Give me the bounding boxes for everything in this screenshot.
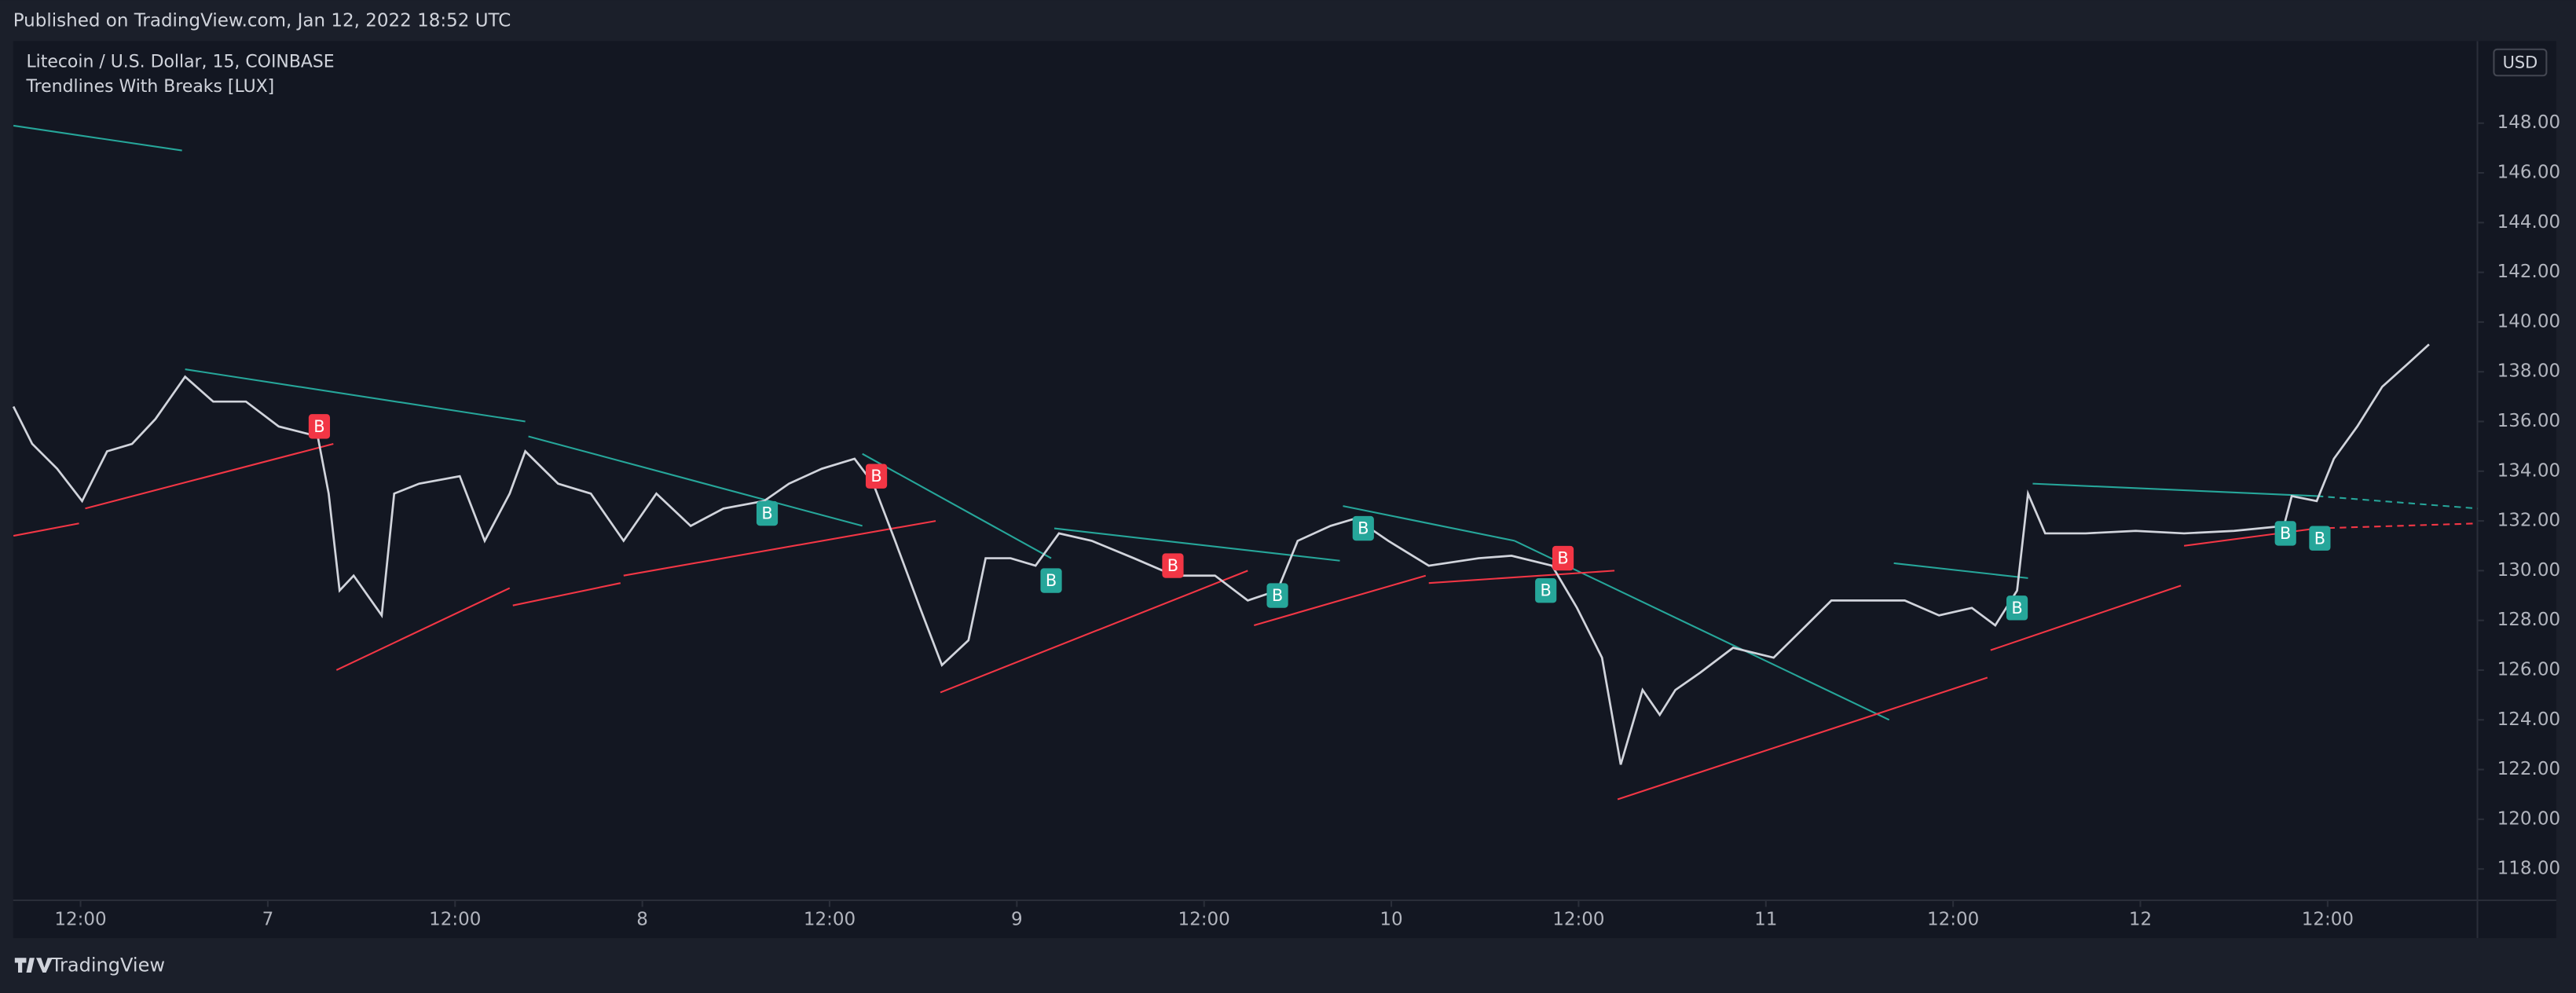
trendline <box>1990 584 2182 651</box>
x-tick-label: 12:00 <box>804 910 856 930</box>
y-tick-label: 146.00 <box>2497 163 2560 183</box>
break-label-box <box>865 464 888 489</box>
break-label: B <box>1541 581 1552 600</box>
break-label-box <box>1552 545 1574 571</box>
y-tick-label: 144.00 <box>2497 212 2560 233</box>
y-tick-label: 124.00 <box>2497 709 2560 730</box>
y-tick-label: 148.00 <box>2497 112 2560 133</box>
trendline <box>940 570 1248 694</box>
x-tick-label: 9 <box>1011 910 1023 930</box>
break-label: B <box>870 467 881 486</box>
break-label-box <box>1040 568 1062 593</box>
break-label-box <box>2309 526 2331 551</box>
trendline <box>528 435 863 527</box>
indicator-title: Trendlines With Breaks [LUX] <box>25 77 274 97</box>
trendline <box>1617 676 1988 801</box>
trendline <box>2316 522 2478 529</box>
break-label-box <box>1266 583 1288 608</box>
trendline <box>1428 570 1615 584</box>
break-label: B <box>313 417 324 436</box>
break-label-box <box>1162 553 1184 578</box>
x-tick-label: 12:00 <box>429 910 481 930</box>
trendline <box>1253 574 1427 627</box>
y-tick-label: 132.00 <box>2497 511 2560 531</box>
break-label-box <box>756 500 779 526</box>
break-label-box <box>308 414 331 439</box>
break-label: B <box>2314 529 2325 548</box>
chart-pane <box>13 41 2556 939</box>
published-header: Published on TradingView.com, Jan 12, 20… <box>13 11 511 31</box>
y-tick-label: 128.00 <box>2497 610 2560 630</box>
trendline <box>13 522 79 537</box>
x-tick-label: 12 <box>2129 910 2152 930</box>
x-tick-label: 12:00 <box>1178 910 1230 930</box>
y-tick-label: 142.00 <box>2497 262 2560 282</box>
break-label: B <box>1557 549 1568 568</box>
x-tick-label: 11 <box>1754 910 1777 930</box>
trendline <box>185 368 526 423</box>
break-label: B <box>1167 556 1178 575</box>
trendline <box>85 442 334 510</box>
x-tick-label: 7 <box>262 910 274 930</box>
footer-brand: TradingView <box>50 955 165 977</box>
trendline <box>862 453 1052 559</box>
x-tick-label: 12:00 <box>2302 910 2354 930</box>
trendline <box>1893 562 2028 579</box>
break-label: B <box>2011 599 2022 617</box>
y-tick-label: 134.00 <box>2497 460 2560 481</box>
y-tick-label: 138.00 <box>2497 361 2560 382</box>
break-label-box <box>1352 515 1374 541</box>
break-label: B <box>761 504 772 523</box>
currency-badge[interactable] <box>2493 48 2548 77</box>
break-label-box <box>2006 595 2028 621</box>
break-label-box <box>2274 521 2296 546</box>
trendline <box>512 582 621 606</box>
break-label: B <box>1046 571 1057 590</box>
x-tick-label: 12:00 <box>54 910 106 930</box>
trendline <box>335 587 511 671</box>
break-label: B <box>1358 519 1369 538</box>
trendline <box>623 520 936 577</box>
trendline <box>13 124 182 152</box>
x-tick-label: 8 <box>636 910 648 930</box>
currency-label[interactable]: USD <box>2503 53 2538 72</box>
tv-logo <box>14 958 53 973</box>
y-tick-label: 120.00 <box>2497 808 2560 829</box>
x-tick-label: 10 <box>1380 910 1402 930</box>
y-tick-label: 136.00 <box>2497 411 2560 431</box>
y-tick-label: 118.00 <box>2497 859 2560 879</box>
y-tick-label: 130.00 <box>2497 560 2560 581</box>
break-label-box <box>1535 578 1557 603</box>
trendline <box>2316 495 2478 510</box>
symbol-title: Litecoin / U.S. Dollar, 15, COINBASE <box>26 53 334 72</box>
y-tick-label: 126.00 <box>2497 659 2560 680</box>
break-label: B <box>1272 586 1283 605</box>
x-tick-label: 12:00 <box>1552 910 1604 930</box>
trendline <box>1514 540 1890 721</box>
y-tick-label: 122.00 <box>2497 759 2560 779</box>
y-tick-label: 140.00 <box>2497 311 2560 332</box>
trendline <box>1343 505 1515 542</box>
break-label: B <box>2280 524 2291 543</box>
trendline <box>2032 482 2317 497</box>
x-tick-label: 12:00 <box>1927 910 1979 930</box>
